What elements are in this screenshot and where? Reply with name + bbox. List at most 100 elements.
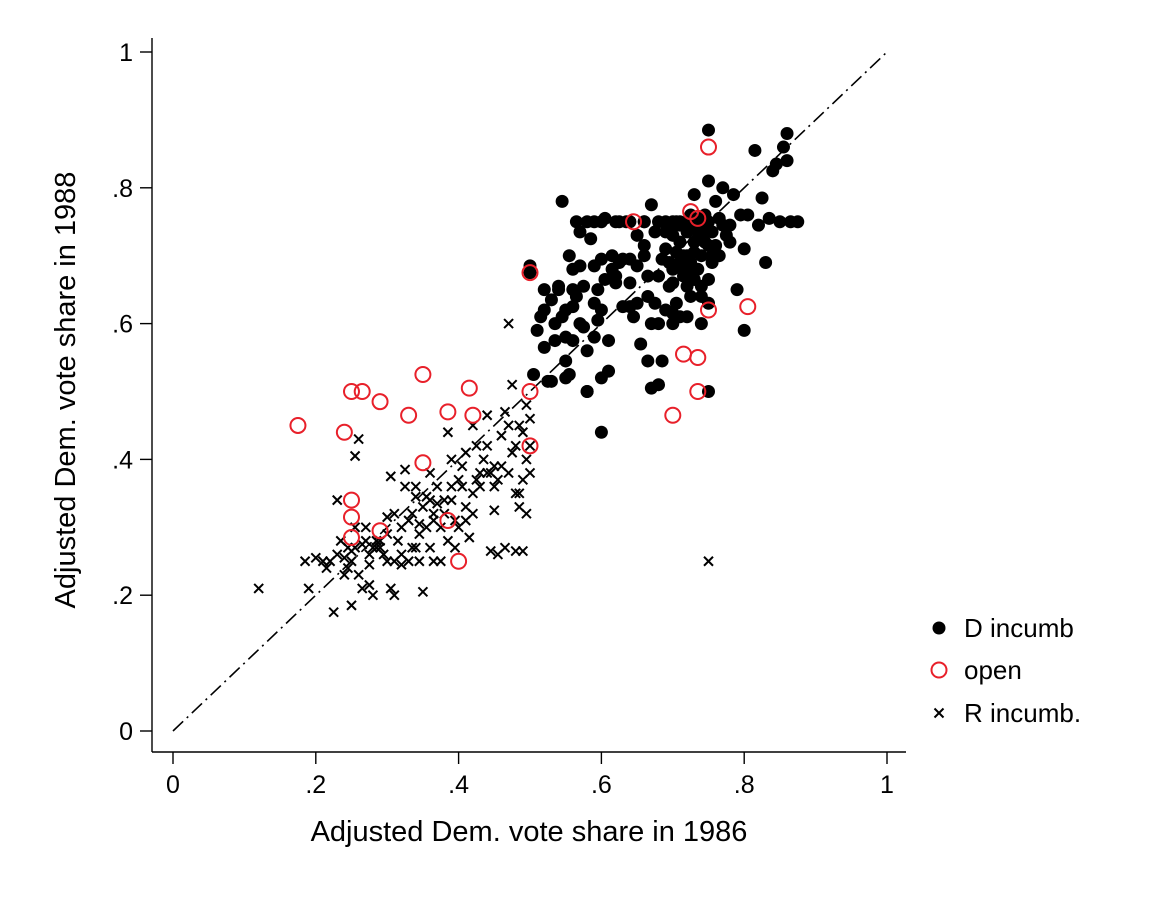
data-point-r-incumb	[499, 406, 511, 418]
legend-item-open: open	[930, 655, 1022, 685]
data-point-open	[439, 512, 457, 530]
data-point-open	[521, 264, 539, 282]
data-point-d-incumb	[544, 374, 558, 388]
data-point-d-incumb	[648, 225, 662, 239]
data-point-r-incumb	[399, 464, 411, 475]
data-point-d-incumb	[716, 181, 730, 195]
data-point-r-incumb	[428, 515, 439, 526]
data-point-d-incumb	[566, 334, 580, 348]
x-tick-label: .4	[448, 771, 469, 799]
data-point-d-incumb	[569, 289, 583, 303]
data-point-open	[343, 508, 360, 526]
data-point-d-incumb	[737, 323, 751, 337]
data-point-d-incumb	[762, 211, 776, 225]
data-point-d-incumb	[644, 381, 658, 395]
data-point-d-incumb	[641, 354, 655, 368]
x-tick-label: .2	[305, 771, 326, 799]
data-point-d-incumb	[737, 242, 751, 256]
data-point-d-incumb	[648, 296, 662, 310]
data-point-d-incumb	[566, 300, 580, 314]
data-point-r-incumb	[424, 542, 436, 553]
data-point-r-incumb	[474, 481, 486, 492]
data-point-r-incumb	[460, 515, 471, 526]
data-point-d-incumb	[573, 259, 587, 273]
legend-marker-open	[930, 661, 948, 679]
data-point-d-incumb	[652, 317, 666, 331]
data-point-r-incumb	[364, 559, 375, 570]
data-point-r-incumb	[389, 508, 400, 519]
data-point-d-incumb	[594, 215, 608, 229]
data-point-d-incumb	[659, 215, 673, 229]
data-point-open	[664, 406, 682, 424]
data-point-d-incumb	[594, 303, 608, 317]
data-point-r-incumb	[496, 460, 507, 472]
data-point-r-incumb	[310, 552, 322, 564]
data-point-d-incumb	[669, 215, 683, 229]
data-point-r-incumb	[339, 569, 350, 581]
data-point-d-incumb	[591, 313, 605, 327]
data-point-d-incumb	[759, 255, 773, 269]
data-point-r-incumb	[471, 440, 482, 452]
data-point-r-incumb	[496, 430, 507, 441]
data-point-r-incumb	[703, 556, 714, 567]
data-point-d-incumb	[723, 235, 737, 249]
data-point-d-incumb	[659, 242, 673, 256]
legend: D incumb open R incumb.	[930, 613, 1081, 728]
data-point-d-incumb	[591, 283, 605, 297]
data-point-d-incumb	[552, 283, 566, 297]
data-point-r-incumb	[421, 491, 432, 502]
data-point-r-incumb	[321, 562, 332, 574]
data-point-d-incumb	[751, 218, 765, 232]
data-point-r-incumb	[396, 559, 407, 570]
y-tick-label: 0	[119, 718, 133, 746]
data-point-r-incumb	[478, 454, 489, 465]
legend-label-d-incumb: D incumb	[964, 613, 1074, 643]
legend-marker-r-incumb	[933, 707, 945, 719]
data-point-r-incumb	[389, 589, 400, 601]
data-point-r-incumb	[524, 413, 536, 424]
x-tick-label: 1	[880, 771, 894, 799]
data-point-open	[625, 213, 643, 231]
data-point-open	[521, 383, 539, 400]
data-point-open	[521, 437, 539, 455]
x-axis-title: Adjusted Dem. vote share in 1986	[311, 816, 748, 848]
data-point-d-incumb	[716, 218, 730, 232]
data-point-r-incumb	[524, 467, 536, 479]
legend-label-open: open	[964, 655, 1022, 685]
y-ticks-group: 0 .2 .4 .6 .8 1	[112, 39, 152, 746]
data-point-open	[343, 528, 360, 546]
data-point-r-incumb	[346, 600, 357, 611]
legend-item-r-incumb: R incumb.	[933, 698, 1081, 728]
data-point-d-incumb	[769, 157, 783, 171]
data-point-r-incumb	[303, 583, 314, 594]
data-point-d-incumb	[709, 239, 723, 253]
data-point-d-incumb	[780, 126, 794, 140]
data-point-d-incumb	[702, 123, 715, 137]
legend-label-r-incumb: R incumb.	[964, 698, 1081, 728]
data-point-r-incumb	[399, 481, 411, 492]
data-point-r-incumb	[492, 474, 504, 485]
data-point-r-incumb	[353, 433, 364, 445]
data-point-d-incumb	[594, 425, 608, 439]
data-point-r-incumb	[414, 556, 425, 567]
data-point-r-incumb	[332, 549, 343, 560]
data-point-r-incumb	[342, 562, 354, 574]
data-point-d-incumb	[559, 371, 573, 385]
data-point-r-incumb	[364, 579, 375, 591]
data-point-open	[675, 345, 693, 363]
data-point-r-incumb	[360, 535, 371, 547]
data-point-open	[700, 138, 717, 156]
data-point-r-incumb	[410, 491, 421, 502]
data-point-open	[414, 366, 432, 384]
data-point-d-incumb	[659, 225, 673, 239]
data-point-d-incumb	[630, 228, 644, 242]
data-point-d-incumb	[602, 364, 616, 378]
data-point-d-incumb	[702, 174, 715, 188]
data-point-d-incumb	[562, 249, 576, 263]
data-point-r-incumb	[410, 542, 421, 553]
data-point-r-incumb	[506, 447, 518, 458]
data-point-d-incumb	[776, 140, 790, 154]
data-point-d-incumb	[755, 191, 769, 205]
